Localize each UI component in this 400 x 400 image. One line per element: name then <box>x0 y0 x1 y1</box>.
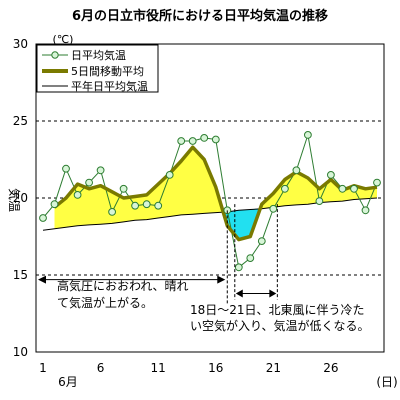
y-tick-label: 25 <box>13 114 28 128</box>
legend-marker-daily <box>51 51 59 59</box>
legend-label-daily: 日平均気温 <box>71 48 126 62</box>
chart-title: 6月の日立市役所における日平均気温の推移 <box>72 8 328 24</box>
daily-temp-point <box>96 166 105 175</box>
x-tick-label: 21 <box>266 361 281 375</box>
y-tick-label: 20 <box>13 191 28 205</box>
daily-temp-point <box>223 206 232 215</box>
daily-temp-point <box>108 208 116 216</box>
daily-temp-point <box>269 204 278 213</box>
series-markers <box>39 131 381 272</box>
deviation-fill <box>54 147 377 240</box>
annotation-arrowhead <box>235 289 243 298</box>
daily-temp-point <box>188 137 197 145</box>
moving-average-line <box>53 145 378 242</box>
x-month-label: 6月 <box>58 375 78 389</box>
annotation-text: 高気圧におおわれ、晴れ <box>57 278 189 293</box>
daily-temp-point <box>142 200 151 209</box>
daily-temp-point <box>154 201 163 210</box>
y-axis-label: 気温 <box>7 188 22 212</box>
daily-temp-point <box>327 171 335 179</box>
daily-temp-point <box>257 237 266 246</box>
plot-frame <box>35 43 385 353</box>
annotation-text: て気温が上がる。 <box>57 295 153 310</box>
daily-temp-point <box>350 184 358 193</box>
daily-temp-point <box>373 178 381 187</box>
daily-temp-point <box>177 137 186 145</box>
daily-temp-point <box>361 206 370 215</box>
above-normal-fill-0 <box>54 147 224 229</box>
daily-temp-point <box>234 263 243 272</box>
x-axis-unit: (日) <box>376 375 397 389</box>
annotation-text: い空気が入り、気温が低くなる。 <box>190 318 370 333</box>
legend-label-normal: 平年日平均気温 <box>71 79 148 93</box>
x-tick-label: 16 <box>208 361 223 375</box>
daily-temp-point <box>50 200 59 209</box>
daily-temp-point <box>292 166 301 175</box>
daily-temp-point <box>39 214 47 222</box>
daily-temp-point <box>211 135 220 144</box>
y-tick-label: 15 <box>13 268 28 282</box>
daily-temp-point <box>246 254 255 263</box>
daily-temp-point <box>281 184 289 193</box>
y-unit-label: (℃) <box>53 33 74 46</box>
daily-temp-point <box>338 184 347 193</box>
annotation-arrowhead <box>217 275 226 284</box>
x-tick-label: 26 <box>323 361 338 375</box>
daily-temp-point <box>62 164 70 173</box>
x-tick-label: 11 <box>151 361 166 375</box>
y-tick-label: 10 <box>13 345 28 359</box>
daily-temp-point <box>315 197 324 206</box>
annotation-arrowhead <box>38 275 46 284</box>
daily-temp-point <box>119 184 128 193</box>
daily-temp-point <box>73 191 82 199</box>
daily-temp-point <box>85 178 93 187</box>
x-tick-label: 1 <box>39 361 47 375</box>
annotation-text: 18日～21日、北東風に伴う冷た <box>190 303 365 317</box>
daily-temp-point <box>131 201 140 210</box>
y-tick-label: 30 <box>13 37 28 51</box>
daily-temp-point <box>200 134 209 142</box>
annotation-arrowhead <box>269 289 277 298</box>
daily-temp-point <box>165 171 174 179</box>
legend: 日平均気温 5日間移動平均 平年日平均気温 <box>36 44 159 93</box>
legend-label-moving-avg: 5日間移動平均 <box>71 64 144 78</box>
daily-temp-point <box>304 131 312 139</box>
x-tick-label: 6 <box>97 361 105 375</box>
